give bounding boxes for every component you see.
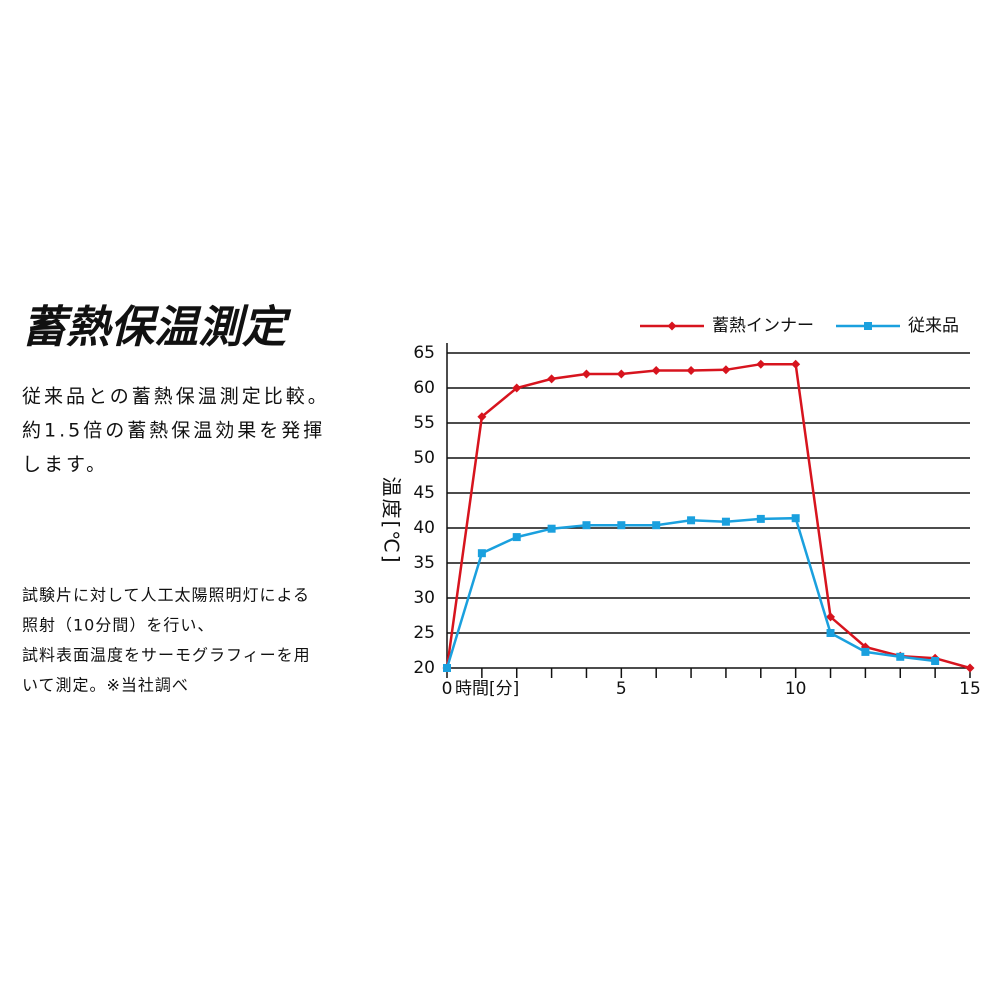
marker [687, 516, 696, 525]
note-line: 試料表面温度をサーモグラフィーを用 [22, 646, 311, 665]
marker [965, 663, 975, 673]
marker [581, 369, 591, 379]
marker [686, 366, 696, 375]
marker [721, 517, 730, 526]
y-tick-label: 60 [413, 378, 435, 398]
series-line [445, 362, 971, 670]
marker [616, 369, 626, 379]
x-tick-label: 0 [442, 679, 453, 699]
marker [861, 647, 870, 656]
marker [617, 521, 626, 530]
description-line: します。 [22, 454, 108, 476]
marker [826, 612, 836, 622]
marker [756, 359, 766, 369]
x-tick-label: 15 [959, 679, 981, 699]
marker [721, 365, 731, 375]
marker [547, 524, 556, 533]
x-tick-label: 5 [616, 679, 627, 699]
description-line: 従来品との蓄熱保温測定比較。 [22, 386, 330, 408]
marker [756, 514, 765, 523]
note-line: 照射（10分間）を行い、 [22, 616, 214, 635]
marker [477, 412, 487, 422]
heading: 蓄熱保温測定 [22, 302, 292, 353]
description-line: 約1.5倍の蓄熱保温効果を発揮 [22, 420, 325, 442]
legend-label: 蓄熱インナー [712, 316, 814, 336]
x-axis-label: 時間[分] [455, 679, 519, 699]
marker [512, 383, 522, 393]
marker [443, 664, 451, 672]
marker [652, 521, 661, 530]
y-tick-label: 35 [413, 553, 435, 573]
legend-label: 従来品 [908, 316, 959, 336]
y-tick-label: 30 [413, 588, 435, 608]
marker [651, 366, 661, 375]
marker [512, 533, 521, 542]
marker [582, 521, 591, 530]
y-tick-label: 55 [413, 413, 435, 433]
y-tick-label: 20 [413, 658, 435, 678]
marker [477, 549, 486, 558]
note-line: いて測定。※当社調べ [22, 676, 189, 695]
note-line: 試験片に対して人工太陽照明灯による [22, 586, 310, 605]
marker [896, 652, 905, 661]
marker [931, 657, 940, 665]
note: 試験片に対して人工太陽照明灯による照射（10分間）を行い、試料表面温度をサーモグ… [22, 586, 311, 695]
chart: 20 25 30 35 40 45 50 55 60 65 0 5 10 15 時間[分] 温度[℃] 蓄熱イン… [380, 316, 981, 699]
y-tick-label: 50 [413, 448, 435, 468]
y-tick-label: 25 [413, 623, 435, 643]
marker [791, 514, 800, 523]
marker [547, 374, 557, 384]
y-tick-label: 40 [413, 518, 435, 538]
y-axis-label: 温度[℃] [380, 476, 404, 564]
marker [791, 359, 801, 369]
marker [826, 629, 835, 637]
y-tick-label: 65 [413, 343, 435, 363]
x-tick-label: 10 [785, 679, 807, 699]
legend-marker [667, 321, 677, 331]
legend-marker [864, 322, 872, 330]
y-tick-label: 45 [413, 483, 435, 503]
